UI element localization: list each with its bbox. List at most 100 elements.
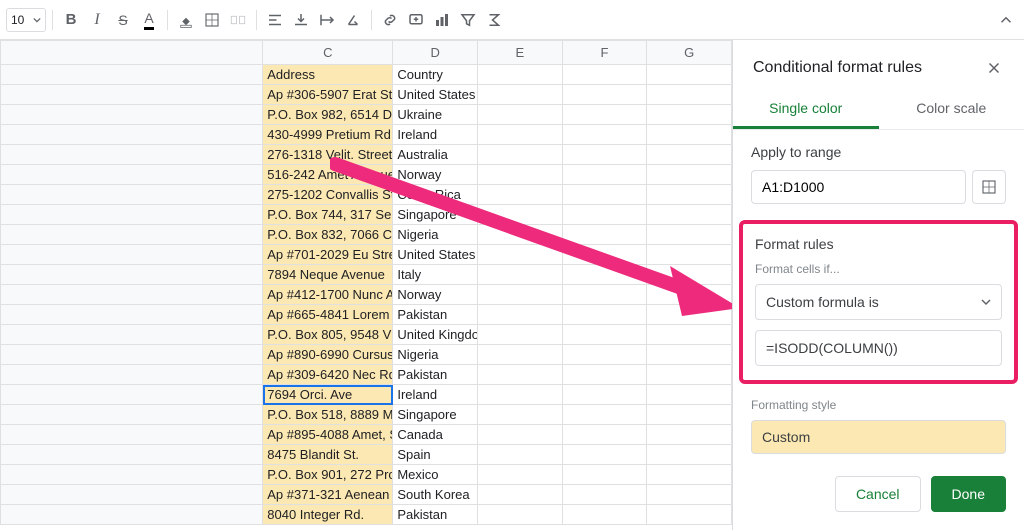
cell[interactable] <box>647 445 732 465</box>
column-header[interactable]: E <box>477 41 562 65</box>
cell[interactable] <box>477 105 562 125</box>
filter-button[interactable] <box>456 8 480 32</box>
cell[interactable]: Ap #309-6420 Nec Rd. <box>263 365 393 385</box>
cell[interactable]: Ap #306-5907 Erat St. <box>263 85 393 105</box>
cell[interactable] <box>562 345 647 365</box>
cell[interactable] <box>647 425 732 445</box>
cell[interactable]: Norway <box>393 165 478 185</box>
cell[interactable]: Italy <box>393 265 478 285</box>
cell[interactable]: Mexico <box>393 465 478 485</box>
cell[interactable] <box>647 205 732 225</box>
cell[interactable]: United States <box>393 245 478 265</box>
cell[interactable] <box>477 405 562 425</box>
cell[interactable]: Norway <box>393 285 478 305</box>
cell[interactable] <box>477 425 562 445</box>
cell[interactable] <box>477 325 562 345</box>
cell[interactable] <box>647 385 732 405</box>
column-header[interactable]: C <box>263 41 393 65</box>
cell[interactable]: South Korea <box>393 485 478 505</box>
cell[interactable] <box>647 185 732 205</box>
cell[interactable] <box>562 125 647 145</box>
cell[interactable] <box>477 345 562 365</box>
cell[interactable] <box>477 445 562 465</box>
cell[interactable] <box>647 305 732 325</box>
column-header[interactable]: D <box>393 41 478 65</box>
cell[interactable] <box>562 485 647 505</box>
cell[interactable]: Ap #895-4088 Amet, Street <box>263 425 393 445</box>
cell[interactable]: Australia <box>393 145 478 165</box>
borders-button[interactable] <box>200 8 224 32</box>
cell[interactable]: Singapore <box>393 205 478 225</box>
cell[interactable] <box>562 185 647 205</box>
cell[interactable] <box>647 365 732 385</box>
font-size-select[interactable]: 10 <box>6 8 46 32</box>
cell[interactable] <box>477 385 562 405</box>
fill-color-button[interactable] <box>174 8 198 32</box>
cell[interactable]: Costa Rica <box>393 185 478 205</box>
text-rotation-button[interactable] <box>341 8 365 32</box>
functions-button[interactable] <box>482 8 506 32</box>
merge-cells-button[interactable] <box>226 8 250 32</box>
cell[interactable] <box>477 165 562 185</box>
insert-link-button[interactable] <box>378 8 402 32</box>
formula-input[interactable] <box>755 330 1002 366</box>
cell[interactable]: 8040 Integer Rd. <box>263 505 393 525</box>
cell[interactable]: P.O. Box 982, 6514 Dictum Road <box>263 105 393 125</box>
cell[interactable] <box>647 145 732 165</box>
cell[interactable] <box>562 305 647 325</box>
cell[interactable] <box>477 85 562 105</box>
cell[interactable] <box>477 365 562 385</box>
cell[interactable]: Country <box>393 65 478 85</box>
single-color-tab[interactable]: Single color <box>733 90 879 129</box>
cell[interactable] <box>477 185 562 205</box>
cell[interactable]: P.O. Box 518, 8889 Magna Av. <box>263 405 393 425</box>
cell[interactable] <box>647 485 732 505</box>
strikethrough-button[interactable]: S <box>111 8 135 32</box>
cell[interactable] <box>477 485 562 505</box>
cell[interactable]: Singapore <box>393 405 478 425</box>
cell[interactable]: Nigeria <box>393 345 478 365</box>
select-range-button[interactable] <box>972 170 1006 204</box>
cell[interactable] <box>477 205 562 225</box>
cell[interactable] <box>477 245 562 265</box>
cell[interactable] <box>562 165 647 185</box>
cell[interactable] <box>477 465 562 485</box>
done-button[interactable]: Done <box>931 476 1006 512</box>
vertical-align-button[interactable] <box>289 8 313 32</box>
cell[interactable]: 275-1202 Convallis St. <box>263 185 393 205</box>
cell[interactable]: Nigeria <box>393 225 478 245</box>
cell[interactable] <box>562 225 647 245</box>
cell[interactable]: United States <box>393 85 478 105</box>
cell[interactable] <box>647 265 732 285</box>
cell[interactable]: Ap #701-2029 Eu Street <box>263 245 393 265</box>
cell[interactable] <box>562 445 647 465</box>
cell[interactable] <box>647 345 732 365</box>
cell[interactable]: Pakistan <box>393 505 478 525</box>
cell[interactable] <box>562 105 647 125</box>
text-wrap-button[interactable] <box>315 8 339 32</box>
cell[interactable]: Ap #412-1700 Nunc Av. <box>263 285 393 305</box>
cell[interactable]: Ukraine <box>393 105 478 125</box>
cell[interactable]: P.O. Box 805, 9548 Vitae St. <box>263 325 393 345</box>
cell[interactable] <box>647 285 732 305</box>
color-scale-tab[interactable]: Color scale <box>879 90 1024 129</box>
cell[interactable]: Ap #665-4841 Lorem Av. <box>263 305 393 325</box>
column-header[interactable]: G <box>647 41 732 65</box>
cell[interactable] <box>562 505 647 525</box>
cell[interactable] <box>562 285 647 305</box>
cell[interactable] <box>562 65 647 85</box>
cell[interactable]: Ap #890-6990 Cursus Road <box>263 345 393 365</box>
insert-comment-button[interactable] <box>404 8 428 32</box>
cell[interactable] <box>647 465 732 485</box>
cell[interactable] <box>477 305 562 325</box>
collapse-toolbar-button[interactable] <box>994 8 1018 32</box>
style-preview[interactable]: Custom <box>751 420 1006 454</box>
cell[interactable]: Address <box>263 65 393 85</box>
cell[interactable] <box>647 405 732 425</box>
cell[interactable] <box>647 85 732 105</box>
cell[interactable] <box>647 325 732 345</box>
cell[interactable]: Canada <box>393 425 478 445</box>
close-panel-button[interactable] <box>982 56 1006 80</box>
range-input[interactable] <box>751 170 966 204</box>
cell[interactable]: United Kingdom <box>393 325 478 345</box>
